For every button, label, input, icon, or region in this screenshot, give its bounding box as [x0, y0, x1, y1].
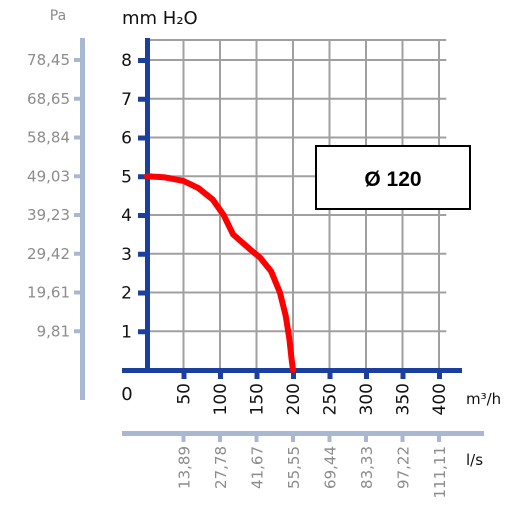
x-tick-mark-100 — [218, 370, 223, 379]
y-secondary-tick-label: 68,65 — [27, 90, 70, 108]
y-ticks-secondary: 9,81 19,61 29,42 39,23 49,03 58,84 68,65 78,45 — [27, 51, 82, 340]
x-tick-label: 150 — [248, 383, 268, 415]
x-secondary-tick-label: 27,78 — [212, 446, 230, 489]
series-layer — [144, 173, 296, 373]
x-tick-label: 100 — [211, 383, 231, 415]
y-secondary-tick-label: 78,45 — [27, 51, 70, 69]
y-axis-primary — [145, 38, 150, 373]
x-tick-label: 300 — [357, 383, 377, 415]
x-unit-secondary: l/s — [466, 451, 483, 469]
x-secondary-tick-label: 41,67 — [249, 446, 267, 489]
y-tick-label: 2 — [121, 284, 132, 304]
y-tick-label: 7 — [121, 90, 132, 110]
y-secondary-tick-mark — [74, 135, 82, 140]
y-secondary-tick-mark — [74, 96, 82, 101]
y-tick-mark-3 — [138, 251, 147, 257]
y-tick-label: 1 — [121, 322, 132, 342]
x-unit-primary: m³/h — [466, 390, 501, 408]
y-secondary-tick-mark — [74, 329, 82, 334]
y-secondary-tick-label: 58,84 — [27, 129, 70, 147]
x-secondary-tick-label: 111,11 — [431, 446, 449, 499]
y-axis-secondary — [80, 38, 85, 400]
y-secondary-tick-label: 39,23 — [27, 206, 70, 224]
y-tick-label: 4 — [121, 206, 132, 226]
x-tick-mark-50 — [181, 370, 187, 379]
y-secondary-tick-label: 29,42 — [27, 245, 70, 263]
y-tick-mark-2 — [138, 290, 147, 296]
y-tick-label: 5 — [121, 167, 132, 187]
y-unit-primary: mm H₂O — [122, 8, 198, 29]
y-secondary-tick-mark — [74, 290, 82, 295]
y-secondary-tick-mark — [74, 58, 82, 62]
x-secondary-tick-label: 69,44 — [322, 446, 340, 489]
y-tick-mark-7 — [138, 96, 147, 102]
x-tick-mark-350 — [400, 370, 406, 379]
x-tick-label: 350 — [394, 383, 414, 415]
x-secondary-tick-label: 83,33 — [358, 446, 376, 489]
x-tick-label: 250 — [321, 383, 341, 415]
x-tick-mark-300 — [364, 370, 369, 379]
annotation-label: Ø 120 — [364, 168, 421, 191]
y-secondary-tick-mark — [74, 174, 82, 179]
y-secondary-tick-label: 49,03 — [27, 167, 70, 185]
y-tick-label: 3 — [121, 245, 132, 265]
x-secondary-tick-label: 13,89 — [176, 446, 194, 489]
x-tick-mark-400 — [437, 370, 442, 379]
y-unit-secondary: Pa — [50, 8, 66, 24]
x-origin-label: 0 — [121, 384, 132, 405]
y-tick-mark-1 — [138, 329, 147, 335]
x-secondary-tick-mark — [364, 434, 368, 442]
y-secondary-tick-label: 9,81 — [37, 322, 70, 340]
y-secondary-tick-mark — [74, 213, 82, 217]
x-tick-mark-200 — [291, 370, 296, 379]
annotation-box — [315, 145, 471, 210]
y-tick-mark-6 — [138, 135, 147, 141]
x-tick-label: 200 — [284, 383, 304, 415]
y-tick-mark-4 — [138, 213, 147, 218]
x-ticks-secondary: 13,89 27,78 41,67 55,55 69,44 83,33 97,22 111,1… — [176, 434, 449, 499]
x-tick-label: 50 — [175, 383, 195, 405]
y-secondary-tick-mark — [74, 251, 82, 256]
y-secondary-tick-label: 19,61 — [27, 284, 70, 302]
y-ticks-primary: 1 2 3 4 5 6 7 8 — [121, 51, 147, 342]
x-secondary-tick-mark — [291, 434, 295, 442]
x-secondary-tick-mark — [254, 434, 259, 442]
y-tick-label: 8 — [121, 51, 132, 71]
x-tick-label: 400 — [430, 383, 450, 415]
y-tick-mark-8 — [138, 58, 147, 63]
y-tick-label: 6 — [121, 129, 132, 149]
y-tick-mark-5 — [138, 174, 147, 180]
x-ticks-primary: 50 100 150 200 250 300 350 400 — [175, 370, 450, 415]
series-line-0 — [144, 173, 296, 373]
x-tick-mark-250 — [327, 370, 333, 379]
x-secondary-tick-label: 97,22 — [395, 446, 413, 489]
x-tick-mark-150 — [254, 370, 260, 379]
x-secondary-tick-mark — [218, 434, 222, 442]
x-axis-secondary — [122, 431, 484, 436]
x-secondary-tick-mark — [437, 434, 441, 442]
x-secondary-tick-mark — [400, 434, 405, 442]
x-secondary-tick-mark — [327, 434, 332, 442]
x-secondary-tick-label: 55,55 — [285, 446, 303, 489]
x-secondary-tick-mark — [181, 434, 186, 442]
